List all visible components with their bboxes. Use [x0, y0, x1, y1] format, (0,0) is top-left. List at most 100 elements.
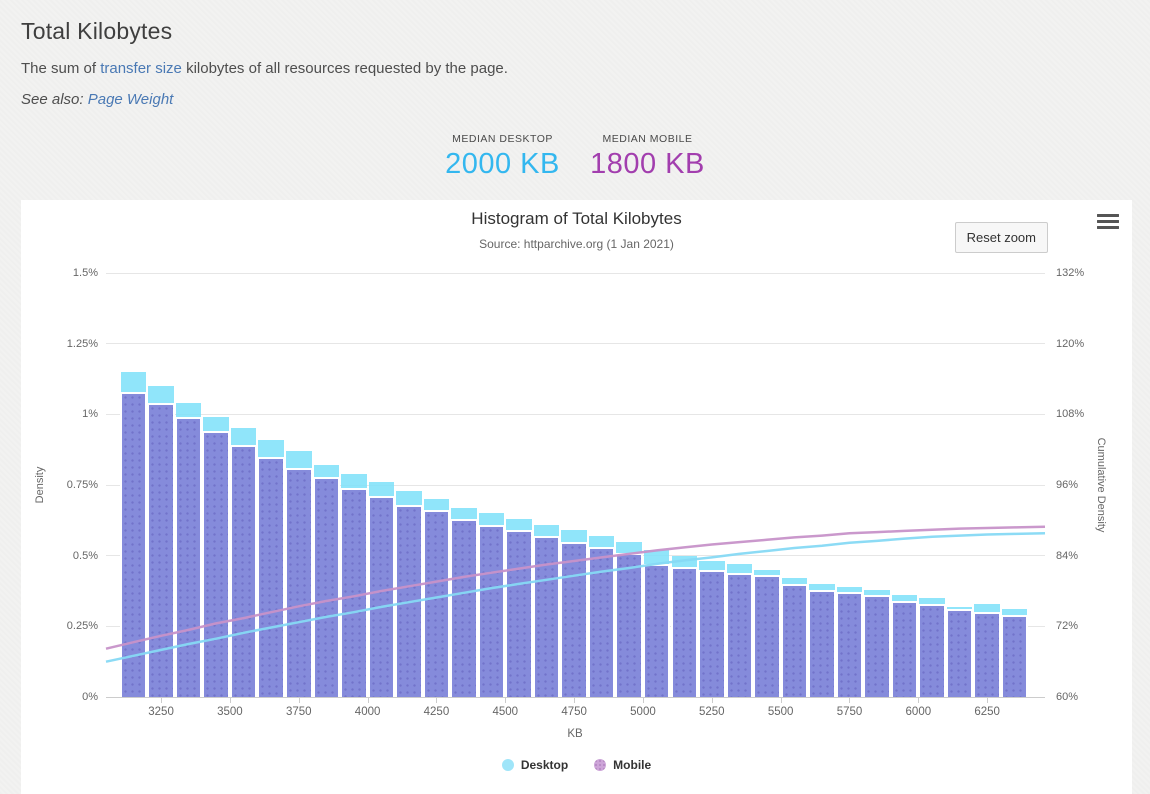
- x-axis-tick: [298, 697, 300, 703]
- left-axis-tick-label: 0.75%: [66, 479, 98, 491]
- median-summary: MEDIAN DESKTOP 2000 KB MEDIAN MOBILE 180…: [0, 133, 1150, 181]
- see-also-label: See also:: [21, 91, 88, 108]
- histogram-bar-5300[interactable]: [725, 273, 754, 697]
- histogram-bar-5100[interactable]: [670, 273, 699, 697]
- mobile-bar[interactable]: [973, 612, 1001, 697]
- right-axis-tick-label: 96%: [1056, 479, 1079, 491]
- mobile-bar[interactable]: [340, 487, 368, 697]
- mobile-bar[interactable]: [477, 524, 506, 697]
- mobile-bar[interactable]: [1000, 615, 1029, 697]
- x-axis-tick-label: 5750: [836, 706, 863, 718]
- left-axis-tick-label: 1.25%: [66, 337, 98, 350]
- reset-zoom-button[interactable]: Reset zoom: [954, 222, 1048, 253]
- x-axis-tick-label: 5250: [699, 706, 725, 718]
- mobile-cumulative-line: [105, 525, 1046, 650]
- transfer-size-link[interactable]: transfer size: [100, 60, 182, 77]
- histogram-bar-4300[interactable]: [450, 273, 478, 697]
- histogram-bar-3400[interactable]: [202, 273, 230, 697]
- mobile-bar[interactable]: [229, 445, 258, 697]
- plot-area: [105, 272, 1046, 698]
- histogram-bar-4500[interactable]: [505, 273, 533, 697]
- mobile-bar[interactable]: [918, 603, 946, 697]
- histogram-bar-3500[interactable]: [229, 273, 258, 697]
- histogram-bar-4400[interactable]: [477, 273, 506, 697]
- mobile-bar[interactable]: [890, 600, 919, 697]
- median-desktop-label: MEDIAN DESKTOP: [452, 133, 553, 145]
- median-mobile: MEDIAN MOBILE 1800 KB: [590, 133, 705, 181]
- legend-item-desktop[interactable]: Desktop: [501, 758, 568, 772]
- mobile-bar[interactable]: [450, 518, 478, 697]
- mobile-bar[interactable]: [422, 510, 451, 697]
- cumulative-lines: [105, 525, 1046, 663]
- gridline: [106, 413, 1045, 415]
- x-axis-tick: [987, 697, 989, 703]
- histogram-bar-4900[interactable]: [615, 273, 643, 697]
- mobile-bar[interactable]: [505, 530, 533, 697]
- median-mobile-value: 1800 KB: [590, 148, 705, 180]
- histogram-bar-3800[interactable]: [312, 273, 341, 697]
- x-axis-tick: [229, 697, 231, 703]
- x-axis-tick-label: 6000: [905, 706, 932, 718]
- x-axis-tick: [642, 697, 644, 703]
- histogram-bar-3700[interactable]: [284, 273, 313, 697]
- desktop-legend-dot-icon: [501, 759, 514, 771]
- histogram-bar-6100[interactable]: [945, 273, 974, 697]
- mobile-bar[interactable]: [560, 541, 588, 697]
- mobile-bar[interactable]: [670, 566, 699, 697]
- histogram-bar-6000[interactable]: [918, 273, 946, 697]
- histogram-bar-5400[interactable]: [753, 273, 781, 697]
- page-weight-link[interactable]: Page Weight: [87, 91, 174, 108]
- histogram-bar-5500[interactable]: [780, 273, 809, 697]
- histogram-bar-3600[interactable]: [257, 273, 285, 697]
- mobile-bar[interactable]: [174, 417, 203, 697]
- mobile-bar[interactable]: [284, 468, 313, 697]
- mobile-bar[interactable]: [202, 431, 230, 697]
- histogram-bar-3300[interactable]: [174, 273, 203, 697]
- mobile-bar[interactable]: [835, 592, 864, 697]
- mobile-bar[interactable]: [945, 609, 974, 697]
- mobile-bar[interactable]: [367, 496, 396, 697]
- x-axis-tick: [505, 697, 507, 703]
- mobile-bar[interactable]: [257, 456, 285, 697]
- histogram-bar-5700[interactable]: [835, 273, 864, 697]
- histogram-bar-5900[interactable]: [890, 273, 919, 697]
- page-description: The sum of transfer size kilobytes of al…: [21, 60, 508, 77]
- hamburger-menu-icon[interactable]: [1097, 214, 1119, 232]
- mobile-bar[interactable]: [753, 575, 781, 697]
- see-also: See also: Page Weight: [21, 91, 508, 108]
- histogram-bar-3900[interactable]: [340, 273, 368, 697]
- mobile-bar[interactable]: [312, 476, 341, 697]
- histogram-bar-3100[interactable]: [119, 273, 148, 697]
- mobile-bar[interactable]: [780, 583, 809, 697]
- x-axis-tick: [436, 697, 438, 703]
- description-suffix: kilobytes of all resources requested by …: [181, 60, 508, 77]
- histogram-bar-5200[interactable]: [698, 273, 726, 697]
- mobile-bar[interactable]: [808, 589, 836, 697]
- histogram-bar-6300[interactable]: [1000, 273, 1029, 697]
- mobile-bar[interactable]: [725, 572, 754, 697]
- left-axis-tick-label: 0.25%: [66, 620, 98, 633]
- x-axis-tick-label: 3750: [285, 706, 312, 718]
- gridline: [106, 272, 1045, 274]
- mobile-bar[interactable]: [119, 391, 148, 697]
- chart-title: Histogram of Total Kilobytes: [471, 209, 682, 228]
- x-axis-tick-label: 4500: [492, 706, 519, 718]
- histogram-bar-4100[interactable]: [395, 273, 423, 697]
- x-axis-tick: [780, 697, 782, 703]
- mobile-legend-dot-icon: [594, 759, 607, 771]
- legend-item-mobile[interactable]: Mobile: [594, 758, 651, 772]
- mobile-bar[interactable]: [615, 552, 643, 697]
- mobile-bar[interactable]: [863, 595, 891, 697]
- histogram-bar-6200[interactable]: [973, 273, 1001, 697]
- left-axis-tick-label: 0.5%: [72, 549, 98, 562]
- x-axis-tick-label: 4250: [423, 706, 450, 718]
- description-prefix: The sum of: [21, 60, 101, 77]
- right-axis-tick-label: 72%: [1056, 620, 1079, 633]
- histogram-bar-5800[interactable]: [863, 273, 891, 697]
- mobile-bar[interactable]: [698, 569, 726, 697]
- gridline: [106, 343, 1045, 345]
- histogram-bar-4700[interactable]: [560, 273, 588, 697]
- x-axis-tick-label: 5500: [767, 706, 794, 718]
- histogram-bar-5600[interactable]: [808, 273, 836, 697]
- x-axis-tick-label: 6250: [974, 706, 1000, 718]
